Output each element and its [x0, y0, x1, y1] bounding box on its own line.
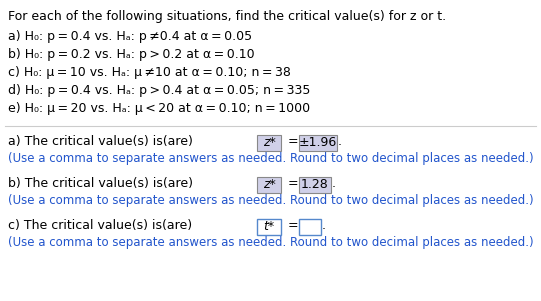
Text: a) The critical value(s) is(are): a) The critical value(s) is(are): [8, 135, 193, 148]
FancyBboxPatch shape: [257, 135, 281, 151]
Text: =: =: [288, 135, 299, 148]
Text: c) H₀: μ = 10 vs. Hₐ: μ ≠10 at α = 0.10; n = 38: c) H₀: μ = 10 vs. Hₐ: μ ≠10 at α = 0.10;…: [8, 66, 291, 79]
Text: (Use a comma to separate answers as needed. Round to two decimal places as neede: (Use a comma to separate answers as need…: [8, 194, 533, 207]
Text: (Use a comma to separate answers as needed. Round to two decimal places as neede: (Use a comma to separate answers as need…: [8, 152, 533, 165]
Text: d) H₀: p = 0.4 vs. Hₐ: p > 0.4 at α = 0.05; n = 335: d) H₀: p = 0.4 vs. Hₐ: p > 0.4 at α = 0.…: [8, 84, 311, 97]
Text: 1.28: 1.28: [301, 178, 329, 191]
Text: .: .: [332, 177, 336, 190]
FancyBboxPatch shape: [257, 219, 281, 235]
Text: .: .: [338, 135, 342, 148]
Text: a) H₀: p = 0.4 vs. Hₐ: p ≠0.4 at α = 0.05: a) H₀: p = 0.4 vs. Hₐ: p ≠0.4 at α = 0.0…: [8, 30, 252, 43]
Text: ±1.96: ±1.96: [299, 136, 337, 149]
Text: z*: z*: [262, 136, 275, 149]
Text: z*: z*: [262, 178, 275, 191]
Text: b) H₀: p = 0.2 vs. Hₐ: p > 0.2 at α = 0.10: b) H₀: p = 0.2 vs. Hₐ: p > 0.2 at α = 0.…: [8, 48, 255, 61]
Text: e) H₀: μ = 20 vs. Hₐ: μ < 20 at α = 0.10; n = 1000: e) H₀: μ = 20 vs. Hₐ: μ < 20 at α = 0.10…: [8, 102, 310, 115]
Text: t*: t*: [263, 220, 275, 233]
Text: For each of the following situations, find the critical value(s) for z or t.: For each of the following situations, fi…: [8, 10, 446, 23]
FancyBboxPatch shape: [299, 135, 337, 151]
FancyBboxPatch shape: [299, 219, 321, 235]
Text: .: .: [322, 219, 326, 232]
Text: =: =: [288, 177, 299, 190]
Text: =: =: [288, 219, 299, 232]
FancyBboxPatch shape: [299, 177, 331, 193]
Text: c) The critical value(s) is(are): c) The critical value(s) is(are): [8, 219, 192, 232]
Text: b) The critical value(s) is(are): b) The critical value(s) is(are): [8, 177, 193, 190]
FancyBboxPatch shape: [257, 177, 281, 193]
Text: (Use a comma to separate answers as needed. Round to two decimal places as neede: (Use a comma to separate answers as need…: [8, 236, 533, 249]
